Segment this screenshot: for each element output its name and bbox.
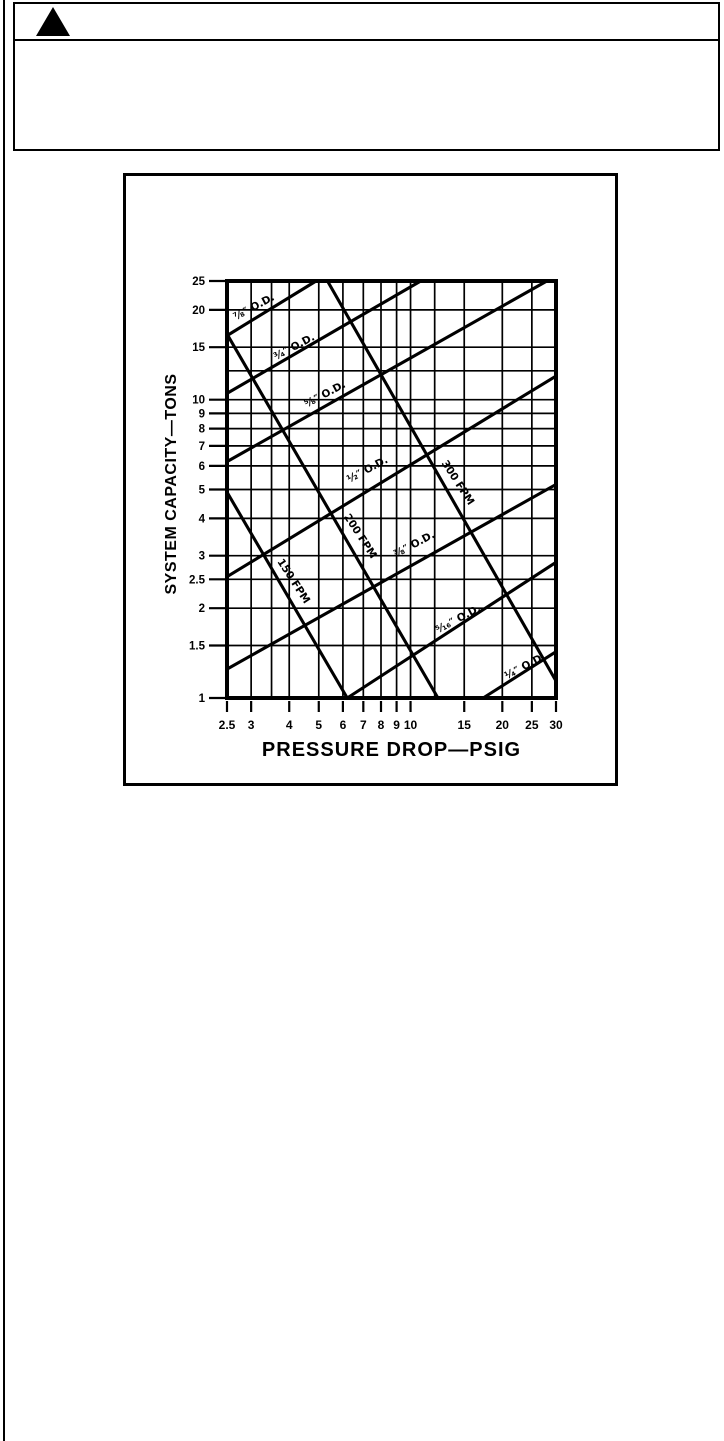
y-tick-label: 2.5 [189,574,206,586]
y-tick-label: 1 [199,693,206,705]
series-line-od-1-2 [226,374,557,579]
series-line-od-3-4 [226,279,422,395]
x-tick-label: 10 [404,718,418,732]
x-axis-title: PRESSURE DROP—PSIG [261,739,522,761]
x-tick-label: 2.5 [219,718,236,732]
y-tick-label: 9 [199,408,205,420]
plot-border [225,279,558,700]
warning-header-band [15,4,718,41]
capacity-vs-pressure-drop-chart: 2.5 3 4 5 6 7 8 9 10 15 20 25 302520151098765432.521… [123,173,618,786]
x-tick-label: 4 [286,718,293,732]
x-tick-label: 5 [315,718,322,732]
y-tick-label: 10 [192,395,205,407]
warning-triangle-icon [36,7,70,36]
series-line-od-5-8 [226,279,548,463]
y-tick-label: 7 [199,441,205,453]
figure-border [123,173,618,786]
y-tick-label: 1.5 [189,640,206,652]
x-tick-label: 20 [496,718,510,732]
series-line-fpm-200 [225,333,440,699]
x-tick-label: 6 [340,718,347,732]
y-axis-title-text: SYSTEM CAPACITY—TONS [163,373,180,595]
warning-body [15,41,718,149]
x-tick-label: 30 [549,718,563,732]
x-tick-label: 15 [458,718,472,732]
y-tick-label: 6 [199,461,205,473]
y-tick-label: 3 [199,551,205,563]
series-line-od-3-8 [226,483,557,671]
x-tick-label: 8 [378,718,385,732]
series-line-od-5-16 [346,561,557,700]
y-tick-label: 20 [192,305,205,317]
series-line-fpm-150 [225,491,349,699]
page-left-border [3,0,5,1441]
warning-box [13,2,720,151]
y-tick-label: 15 [192,342,205,354]
chart-figure: 2.5 3 4 5 6 7 8 9 10 15 20 25 30 25 20 15 10 9 8 7 6 5 4 3 2.5 2 1… [123,173,618,786]
x-tick-label: 3 [248,718,255,732]
y-tick-label: 4 [199,513,206,525]
x-tick-label: 7 [360,718,367,732]
y-tick-label: 25 [192,276,205,288]
x-tick-label: 25 [525,718,539,732]
y-tick-label: 8 [199,424,206,436]
x-tick-label: 9 [393,718,400,732]
series-line-od-7-8 [226,279,317,337]
y-tick-label: 2 [199,603,205,615]
y-tick-label: 5 [199,485,206,497]
series-line-fpm-300 [326,280,558,682]
